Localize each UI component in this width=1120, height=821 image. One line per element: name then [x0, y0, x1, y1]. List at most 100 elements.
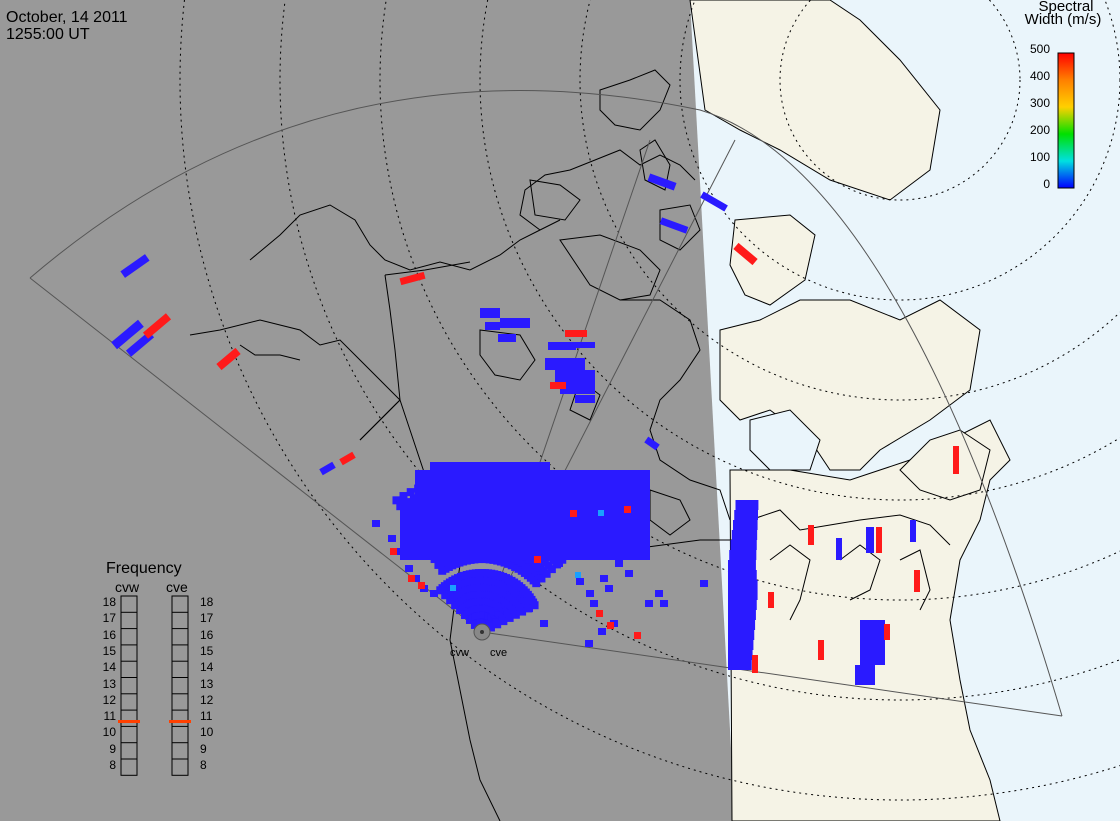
radar-echo-cell: [430, 462, 550, 482]
radar-echo-cell: [408, 575, 415, 582]
radar-echo-cell: [876, 527, 882, 553]
spectral-width-colorbar: [1057, 52, 1075, 189]
radar-echo-cell: [486, 623, 495, 632]
frequency-cvw-label: cvw: [115, 579, 140, 595]
radar-echo-cell: [647, 173, 677, 191]
radar-echo-cell: [388, 535, 396, 542]
radar-echo-cell: [733, 242, 758, 266]
radar-echo-cell: [585, 640, 593, 647]
frequency-scale-label: 13: [200, 676, 214, 691]
radar-echo-cell: [728, 620, 756, 630]
frequency-column: [171, 595, 189, 776]
radar-echo-cell: [560, 382, 595, 394]
frequency-scale-label: 12: [102, 692, 116, 707]
radar-echo-cell: [390, 548, 397, 555]
radar-echo-cell: [659, 217, 689, 234]
night-region: [0, 0, 735, 821]
radar-echo-cell: [660, 600, 668, 607]
radar-echo-cell: [534, 556, 541, 563]
spectral-width-units: Width (m/s): [1024, 11, 1102, 28]
radar-echo-cell: [395, 548, 403, 555]
radar-echo-cell: [734, 510, 758, 520]
radar-echo-cell: [576, 578, 584, 585]
radar-echo-cell: [953, 446, 959, 474]
radar-echo-cell: [518, 607, 527, 616]
radar-label-cvw: cvw: [450, 647, 469, 659]
radar-echo-cell: [644, 436, 660, 451]
radar-echo-cell: [505, 613, 514, 622]
radar-echo-cell: [645, 600, 653, 607]
radar-echo-cell: [596, 610, 603, 617]
radar-echo-cell: [615, 560, 623, 567]
daylight-coastlines: [749, 509, 951, 621]
radar-echo-cell: [733, 520, 758, 530]
radar-echo-cell: [399, 271, 426, 286]
radar-echo-cell: [450, 585, 456, 591]
radar-echo-cell: [634, 632, 641, 639]
radar-echo-cell: [768, 592, 774, 608]
radar-echo-cell: [884, 624, 890, 640]
radar-echo-cell: [500, 318, 530, 328]
frequency-scale-label: 13: [102, 676, 116, 691]
radar-echo-cell: [728, 600, 757, 610]
radar-echo-cell: [319, 461, 336, 476]
radar-echo-cell: [575, 395, 595, 403]
radar-echo-cell: [728, 560, 756, 570]
spectral-width-tick: 100: [1029, 150, 1050, 164]
frequency-title: Frequency: [106, 560, 182, 577]
radar-echo-cell: [120, 254, 150, 278]
radar-echo-cell: [548, 342, 576, 350]
time-label: 1255:00 UT: [6, 26, 90, 43]
radar-echo-cell: [728, 570, 757, 580]
radar-echo-cell: [485, 322, 500, 330]
radar-echo-cell: [731, 530, 758, 540]
radar-echo-cell: [339, 451, 356, 466]
radar-echo-cell: [607, 622, 614, 629]
radar-echo-cell: [728, 590, 758, 600]
radar-echo-cell: [540, 620, 548, 627]
radar-echo-cell: [866, 527, 874, 553]
radar-echo-cell: [728, 580, 758, 590]
radar-echo-cell: [409, 494, 418, 503]
radar-echo-cell: [430, 590, 438, 597]
radar-echo-cell: [700, 580, 708, 587]
graticule: [179, 0, 1120, 801]
frequency-scale-label: 18: [200, 595, 214, 609]
radar-echo-cell: [560, 490, 630, 560]
radar-echo-cell: [914, 570, 920, 592]
radar-echo-cell: [547, 565, 556, 574]
radar-echo-cell: [440, 556, 448, 563]
radar-echo-cell: [399, 492, 408, 501]
frequency-scale-label: 8: [109, 758, 116, 772]
radar-echo-cell: [555, 560, 563, 567]
frequency-scale-label: 16: [200, 627, 214, 642]
radar-echo-cell: [493, 620, 502, 629]
radar-echo-cell: [565, 330, 587, 337]
radar-echo-cell: [405, 565, 413, 572]
radar-echo-cell: [586, 590, 594, 597]
radar-echo-cell: [372, 520, 380, 527]
political-boundaries: [359, 261, 471, 441]
radar-echo-cell: [498, 334, 516, 342]
radar-echo-cell: [655, 590, 663, 597]
radar-echo-cell: [729, 550, 757, 560]
radar-label-cve: cve: [490, 647, 508, 659]
radar-echo-cell: [836, 538, 842, 560]
radar-echo-cell: [730, 540, 757, 550]
spectral-width-tick: 200: [1029, 123, 1050, 137]
radar-echo-cell: [808, 525, 814, 545]
frequency-scale-label: 15: [200, 643, 214, 658]
spectral-width-tick: 500: [1029, 42, 1050, 56]
radar-echo-cell: [590, 600, 598, 607]
radar-echo-cell: [532, 579, 541, 588]
frequency-scale-label: 16: [102, 627, 116, 642]
radar-echo-cell: [430, 548, 438, 555]
frequency-scale-label: 11: [103, 709, 116, 724]
radar-echo-cell: [600, 540, 608, 547]
radar-echo-cell: [700, 191, 728, 212]
radar-echo-cell: [537, 574, 546, 583]
radar-echo-cell: [818, 640, 824, 660]
radar-echo-cell: [910, 520, 916, 542]
radar-echo-cell: [470, 540, 478, 547]
